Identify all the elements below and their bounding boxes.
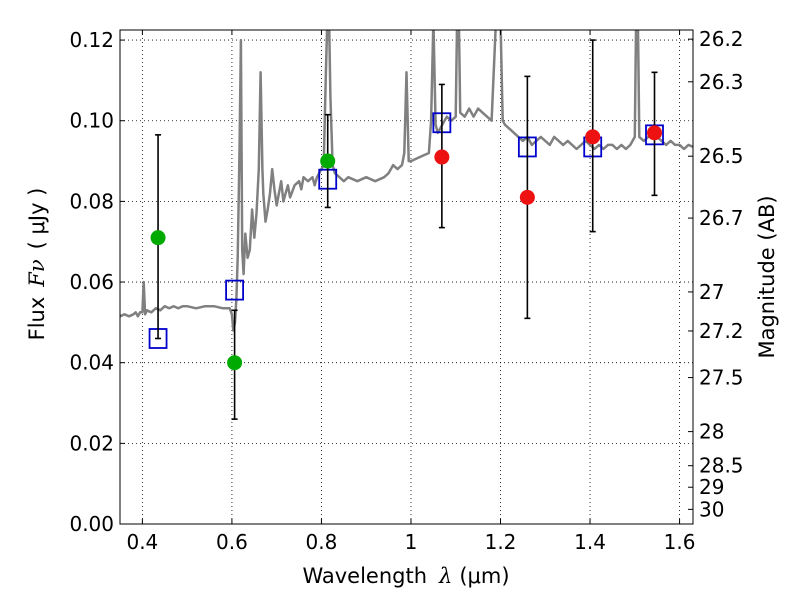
mag-tick-label: 26.5 [699,144,744,168]
observed-flux-point [585,129,601,145]
mag-tick-label: 27.2 [699,319,744,343]
plot-area [120,30,693,420]
plot-frame [119,29,694,525]
mag-tick-label: 29 [699,475,724,499]
x-tick-label: 0.6 [216,530,248,554]
mag-tick-label: 26.2 [699,27,744,51]
mag-tick-label: 28 [699,420,724,444]
y-tick-label: 0.12 [69,28,114,52]
observed-flux-point [150,230,166,246]
x-axis-label-unit: (μm) [459,564,509,588]
observed-flux-point [647,125,663,141]
y2-axis-label: Magnitude (AB) [755,195,779,358]
mag-tick-label: 27 [699,280,724,304]
y-tick-label: 0.08 [69,189,114,213]
x-tick-label: 1.2 [485,530,517,554]
x-axis-label-text: Wavelength [302,564,427,588]
mag-tick-label: 27.5 [699,366,744,390]
mag-tick-label: 26.3 [699,70,744,94]
y-axis-label-symbol: Fν [25,259,49,288]
mag-tick-label: 28.5 [699,454,744,478]
mag-tick-label: 26.7 [699,206,744,230]
observed-flux-point [434,149,450,165]
mag-tick-label: 30 [699,497,724,521]
x-axis-label-symbol: λ [438,564,452,588]
y-tick-label: 0.02 [69,431,114,455]
x-axis-label: Wavelength λ (μm) [302,564,509,588]
model-photometry-point [225,279,245,301]
spectrum-line [120,30,693,332]
observed-flux-point [320,153,336,169]
observed-flux-point [227,355,243,371]
y-tick-label: 0.00 [69,512,114,536]
y-tick-label: 0.04 [69,351,114,375]
observed-flux-point [519,189,535,205]
y-tick-label: 0.06 [69,270,114,294]
x-tick-label: 0.8 [306,530,338,554]
x-tick-label: 1.6 [664,530,696,554]
x-tick-label: 1.4 [574,530,606,554]
axis-ticks: 0.4 0.6 0.8 1 1.2 1.4 1.6 0.00 0.02 0.04 0.06 0.08 0… [69,27,743,554]
y-axis-label-unit: ( μJy ) [25,188,49,250]
y-tick-label: 0.10 [69,109,114,133]
y-axis-label-text: Flux [25,297,49,341]
x-tick-label: 0.4 [126,530,158,554]
y-axis-label: Flux Fν ( μJy ) [25,188,49,341]
x-tick-label: 1 [405,530,418,554]
